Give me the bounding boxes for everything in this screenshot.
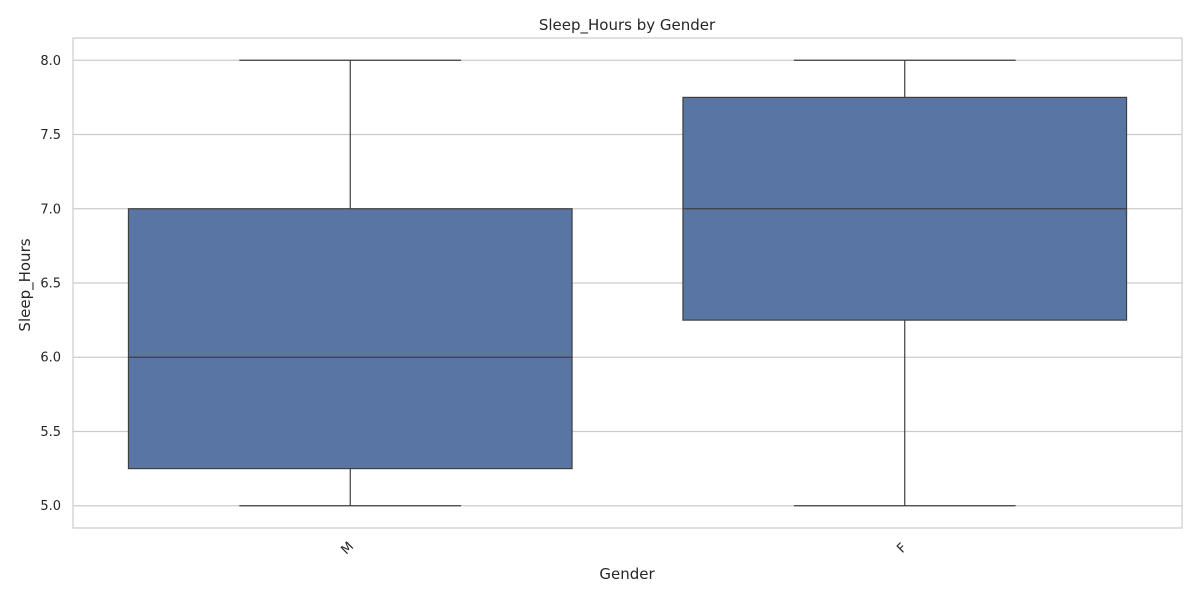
y-axis-label: Sleep_Hours (16, 238, 35, 331)
y-tick-label: 5.5 (40, 425, 61, 440)
y-tick-label: 6.5 (40, 277, 61, 292)
x-tick-label: M (339, 539, 358, 558)
x-axis-label: Gender (599, 565, 655, 583)
box-F (682, 59, 1128, 507)
y-tick-label: 6.0 (40, 351, 61, 366)
box-plot-series (127, 59, 1128, 507)
y-tick-label: 8.0 (40, 54, 61, 69)
chart-title: Sleep_Hours by Gender (539, 16, 716, 35)
y-axis-ticks: 5.0 5.5 6.0 6.5 7.0 7.5 8.0 (40, 54, 61, 514)
y-tick-label: 7.0 (40, 202, 61, 217)
x-tick-label: F (894, 541, 910, 557)
y-tick-label: 5.0 (40, 499, 61, 514)
y-tick-label: 7.5 (40, 128, 61, 143)
iqr-box (127, 208, 573, 470)
box-M (127, 59, 573, 507)
plot-frame (72, 37, 1183, 529)
